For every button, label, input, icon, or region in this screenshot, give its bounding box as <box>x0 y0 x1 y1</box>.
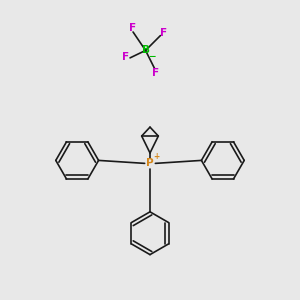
Text: F: F <box>129 23 136 33</box>
Text: P: P <box>146 158 154 168</box>
Text: F: F <box>152 68 160 78</box>
Text: F: F <box>122 52 130 62</box>
Text: B: B <box>142 45 149 56</box>
Text: +: + <box>153 152 160 161</box>
Text: −: − <box>148 52 155 61</box>
Text: F: F <box>160 28 167 38</box>
